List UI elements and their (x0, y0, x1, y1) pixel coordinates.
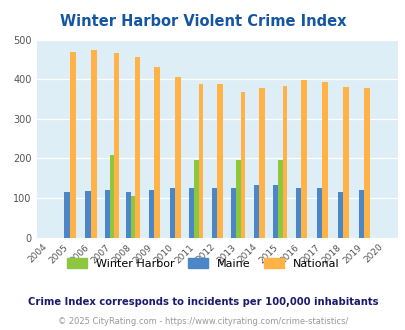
Bar (169, 188, 175, 238)
Bar (130, 196, 135, 238)
Bar (277, 160, 282, 238)
Bar (240, 92, 245, 238)
Bar (85, 191, 91, 238)
Bar (64, 192, 70, 238)
Bar (282, 86, 286, 238)
Bar (301, 81, 306, 238)
Bar (211, 188, 217, 238)
Bar (154, 67, 160, 238)
Bar (273, 185, 277, 238)
Bar (148, 190, 154, 238)
Bar (322, 82, 327, 238)
Bar (258, 88, 264, 238)
Bar (295, 188, 301, 238)
Bar (105, 190, 110, 238)
Bar (91, 50, 97, 238)
Bar (70, 52, 76, 238)
Bar (235, 160, 240, 238)
Bar (217, 84, 222, 238)
Bar (337, 192, 342, 238)
Bar (114, 53, 119, 238)
Bar (253, 185, 258, 238)
Bar (198, 84, 202, 238)
Bar (126, 192, 130, 238)
Bar (358, 190, 363, 238)
Bar (316, 188, 322, 238)
Bar (342, 87, 348, 238)
Bar (135, 57, 140, 238)
Bar (110, 155, 114, 238)
Bar (175, 77, 180, 238)
Bar (194, 160, 198, 238)
Legend: Winter Harbor, Maine, National: Winter Harbor, Maine, National (62, 254, 343, 273)
Text: Winter Harbor Violent Crime Index: Winter Harbor Violent Crime Index (60, 14, 345, 29)
Text: © 2025 CityRating.com - https://www.cityrating.com/crime-statistics/: © 2025 CityRating.com - https://www.city… (58, 317, 347, 326)
Bar (189, 188, 194, 238)
Text: Crime Index corresponds to incidents per 100,000 inhabitants: Crime Index corresponds to incidents per… (28, 297, 377, 307)
Bar (363, 87, 369, 238)
Bar (231, 188, 235, 238)
